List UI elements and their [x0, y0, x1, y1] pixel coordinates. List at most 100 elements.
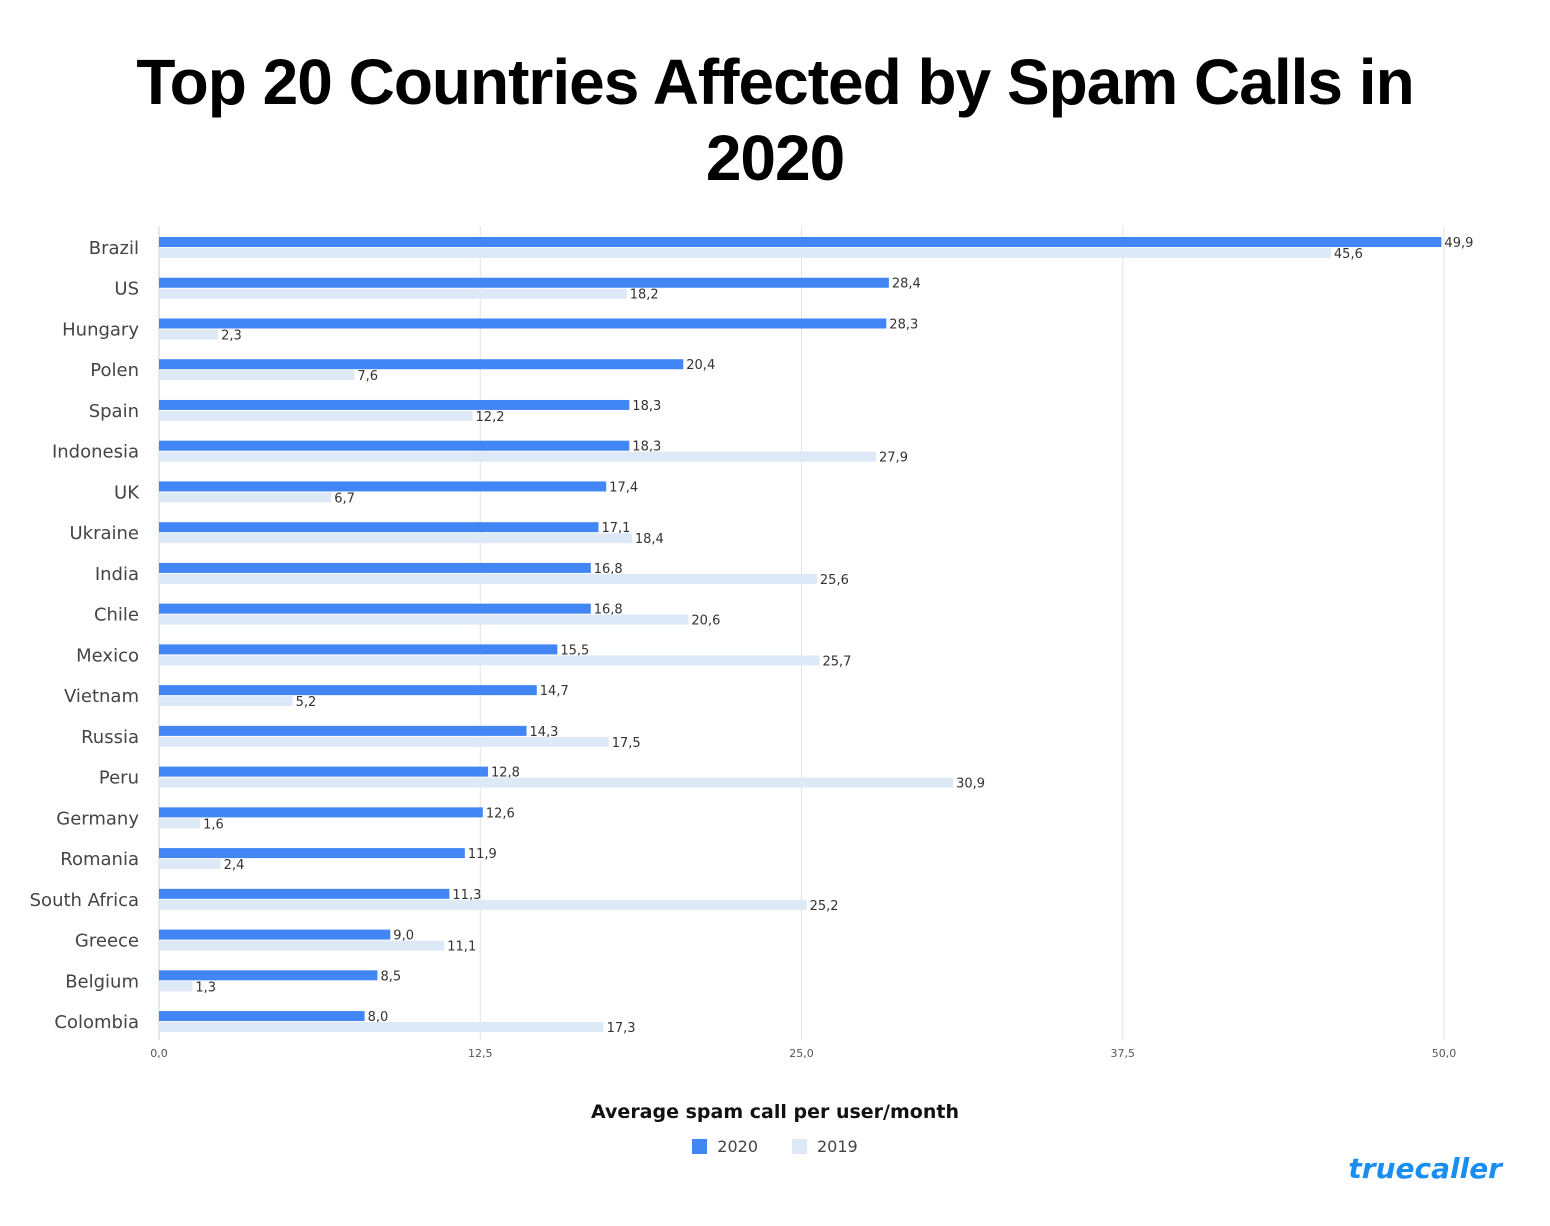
data-label-2019: 27,9: [879, 451, 908, 466]
legend-item-2020: 2020: [692, 1137, 758, 1156]
y-tick-label: Polen: [90, 360, 139, 381]
data-label-2019: 25,2: [810, 899, 839, 914]
y-tick-label: Chile: [94, 605, 139, 626]
chart-title: Top 20 Countries Affected by Spam Calls …: [136, 46, 1414, 194]
y-tick-label: Germany: [56, 808, 139, 829]
bar-2020: [159, 807, 483, 818]
bar-2019: [159, 899, 807, 910]
data-label-2020: 16,8: [594, 603, 623, 618]
bar-2020: [159, 440, 630, 451]
data-label-2019: 20,6: [691, 614, 720, 629]
data-label-2020: 28,4: [892, 277, 921, 292]
data-label-2020: 14,3: [530, 725, 559, 740]
bar-2019: [159, 981, 193, 992]
y-tick-label: India: [95, 564, 139, 585]
y-tick-label: Ukraine: [69, 523, 139, 544]
data-label-2020: 12,6: [486, 806, 515, 821]
bar-2019: [159, 370, 355, 381]
bar-2019: [159, 248, 1331, 258]
data-label-2020: 49,9: [1444, 236, 1473, 251]
y-tick-label: Vietnam: [64, 686, 139, 707]
y-tick-label: US: [114, 279, 139, 300]
x-tick-label: 12,5: [468, 1047, 493, 1060]
data-label-2019: 17,5: [612, 736, 641, 751]
data-label-2020: 12,8: [491, 766, 520, 781]
bar-2020: [159, 237, 1442, 247]
data-label-2019: 1,3: [195, 980, 216, 995]
data-label-2019: 18,2: [630, 288, 659, 303]
bar-2020: [159, 1011, 365, 1022]
data-label-2020: 11,9: [468, 847, 497, 862]
bar-2019: [159, 818, 201, 829]
bar-2020: [159, 929, 391, 940]
data-label-2019: 6,7: [334, 491, 355, 506]
bar-2019: [159, 410, 473, 421]
data-label-2019: 2,4: [224, 858, 245, 873]
y-tick-label: Romania: [60, 849, 139, 870]
data-label-2019: 11,1: [447, 940, 476, 955]
bar-2019: [159, 492, 332, 503]
bar-2019: [159, 288, 627, 299]
x-axis-label: Average spam call per user/month: [591, 1101, 959, 1123]
data-label-2019: 45,6: [1334, 247, 1363, 262]
y-tick-label: Belgium: [65, 971, 139, 992]
bar-2020: [159, 685, 537, 696]
bar-2019: [159, 573, 817, 584]
bar-2020: [159, 888, 450, 899]
y-tick-label: Hungary: [62, 319, 139, 340]
data-label-2020: 18,3: [632, 399, 661, 414]
data-label-2020: 11,3: [452, 888, 481, 903]
legend-item-2019: 2019: [792, 1137, 858, 1156]
y-tick-label: Greece: [75, 931, 139, 952]
data-label-2020: 17,4: [609, 480, 638, 495]
bar-2019: [159, 533, 632, 544]
x-tick-label: 25,0: [789, 1047, 814, 1060]
y-tick-label: Mexico: [76, 645, 139, 666]
truecaller-logo: truecaller: [1348, 1152, 1502, 1185]
data-label-2019: 25,7: [822, 654, 851, 669]
x-tick-label: 50,0: [1432, 1047, 1457, 1060]
bar-2019: [159, 777, 954, 788]
data-label-2019: 7,6: [357, 369, 378, 384]
data-label-2019: 25,6: [820, 573, 849, 588]
y-tick-label: Spain: [89, 401, 139, 422]
legend-swatch-2019: [792, 1139, 807, 1154]
data-label-2020: 15,5: [560, 643, 589, 658]
bar-2020: [159, 766, 488, 777]
data-label-2020: 28,3: [889, 317, 918, 332]
y-tick-label: Indonesia: [52, 442, 139, 463]
bar-2019: [159, 614, 689, 625]
data-label-2019: 2,3: [221, 328, 242, 343]
data-label-2019: 5,2: [296, 695, 317, 710]
bar-2020: [159, 481, 607, 492]
bar-2020: [159, 644, 558, 655]
bar-2020: [159, 603, 591, 614]
data-label-2020: 14,7: [540, 684, 569, 699]
bar-2020: [159, 562, 591, 573]
bar-2019: [159, 859, 221, 870]
bar-2020: [159, 848, 465, 859]
data-label-2019: 30,9: [956, 777, 985, 792]
data-label-2020: 8,5: [380, 969, 401, 984]
bar-2019: [159, 696, 293, 707]
bar-2020: [159, 277, 889, 288]
data-label-2020: 9,0: [393, 929, 414, 944]
y-tick-label: Colombia: [54, 1012, 139, 1033]
y-tick-label: South Africa: [30, 890, 139, 911]
bar-2019: [159, 1022, 604, 1033]
data-label-2019: 1,6: [203, 817, 224, 832]
bar-2020: [159, 970, 378, 981]
bar-2020: [159, 318, 887, 329]
bar-2019: [159, 940, 445, 951]
bar-2019: [159, 329, 219, 340]
bar-2019: [159, 736, 609, 747]
data-label-2019: 12,2: [476, 410, 505, 425]
y-tick-label: Peru: [99, 768, 139, 789]
legend-label-2020: 2020: [717, 1137, 758, 1156]
x-tick-label: 0,0: [150, 1047, 168, 1060]
data-label-2020: 18,3: [632, 440, 661, 455]
x-tick-label: 37,5: [1111, 1047, 1136, 1060]
bar-2020: [159, 399, 630, 410]
data-label-2020: 16,8: [594, 562, 623, 577]
data-label-2019: 17,3: [607, 1021, 636, 1036]
